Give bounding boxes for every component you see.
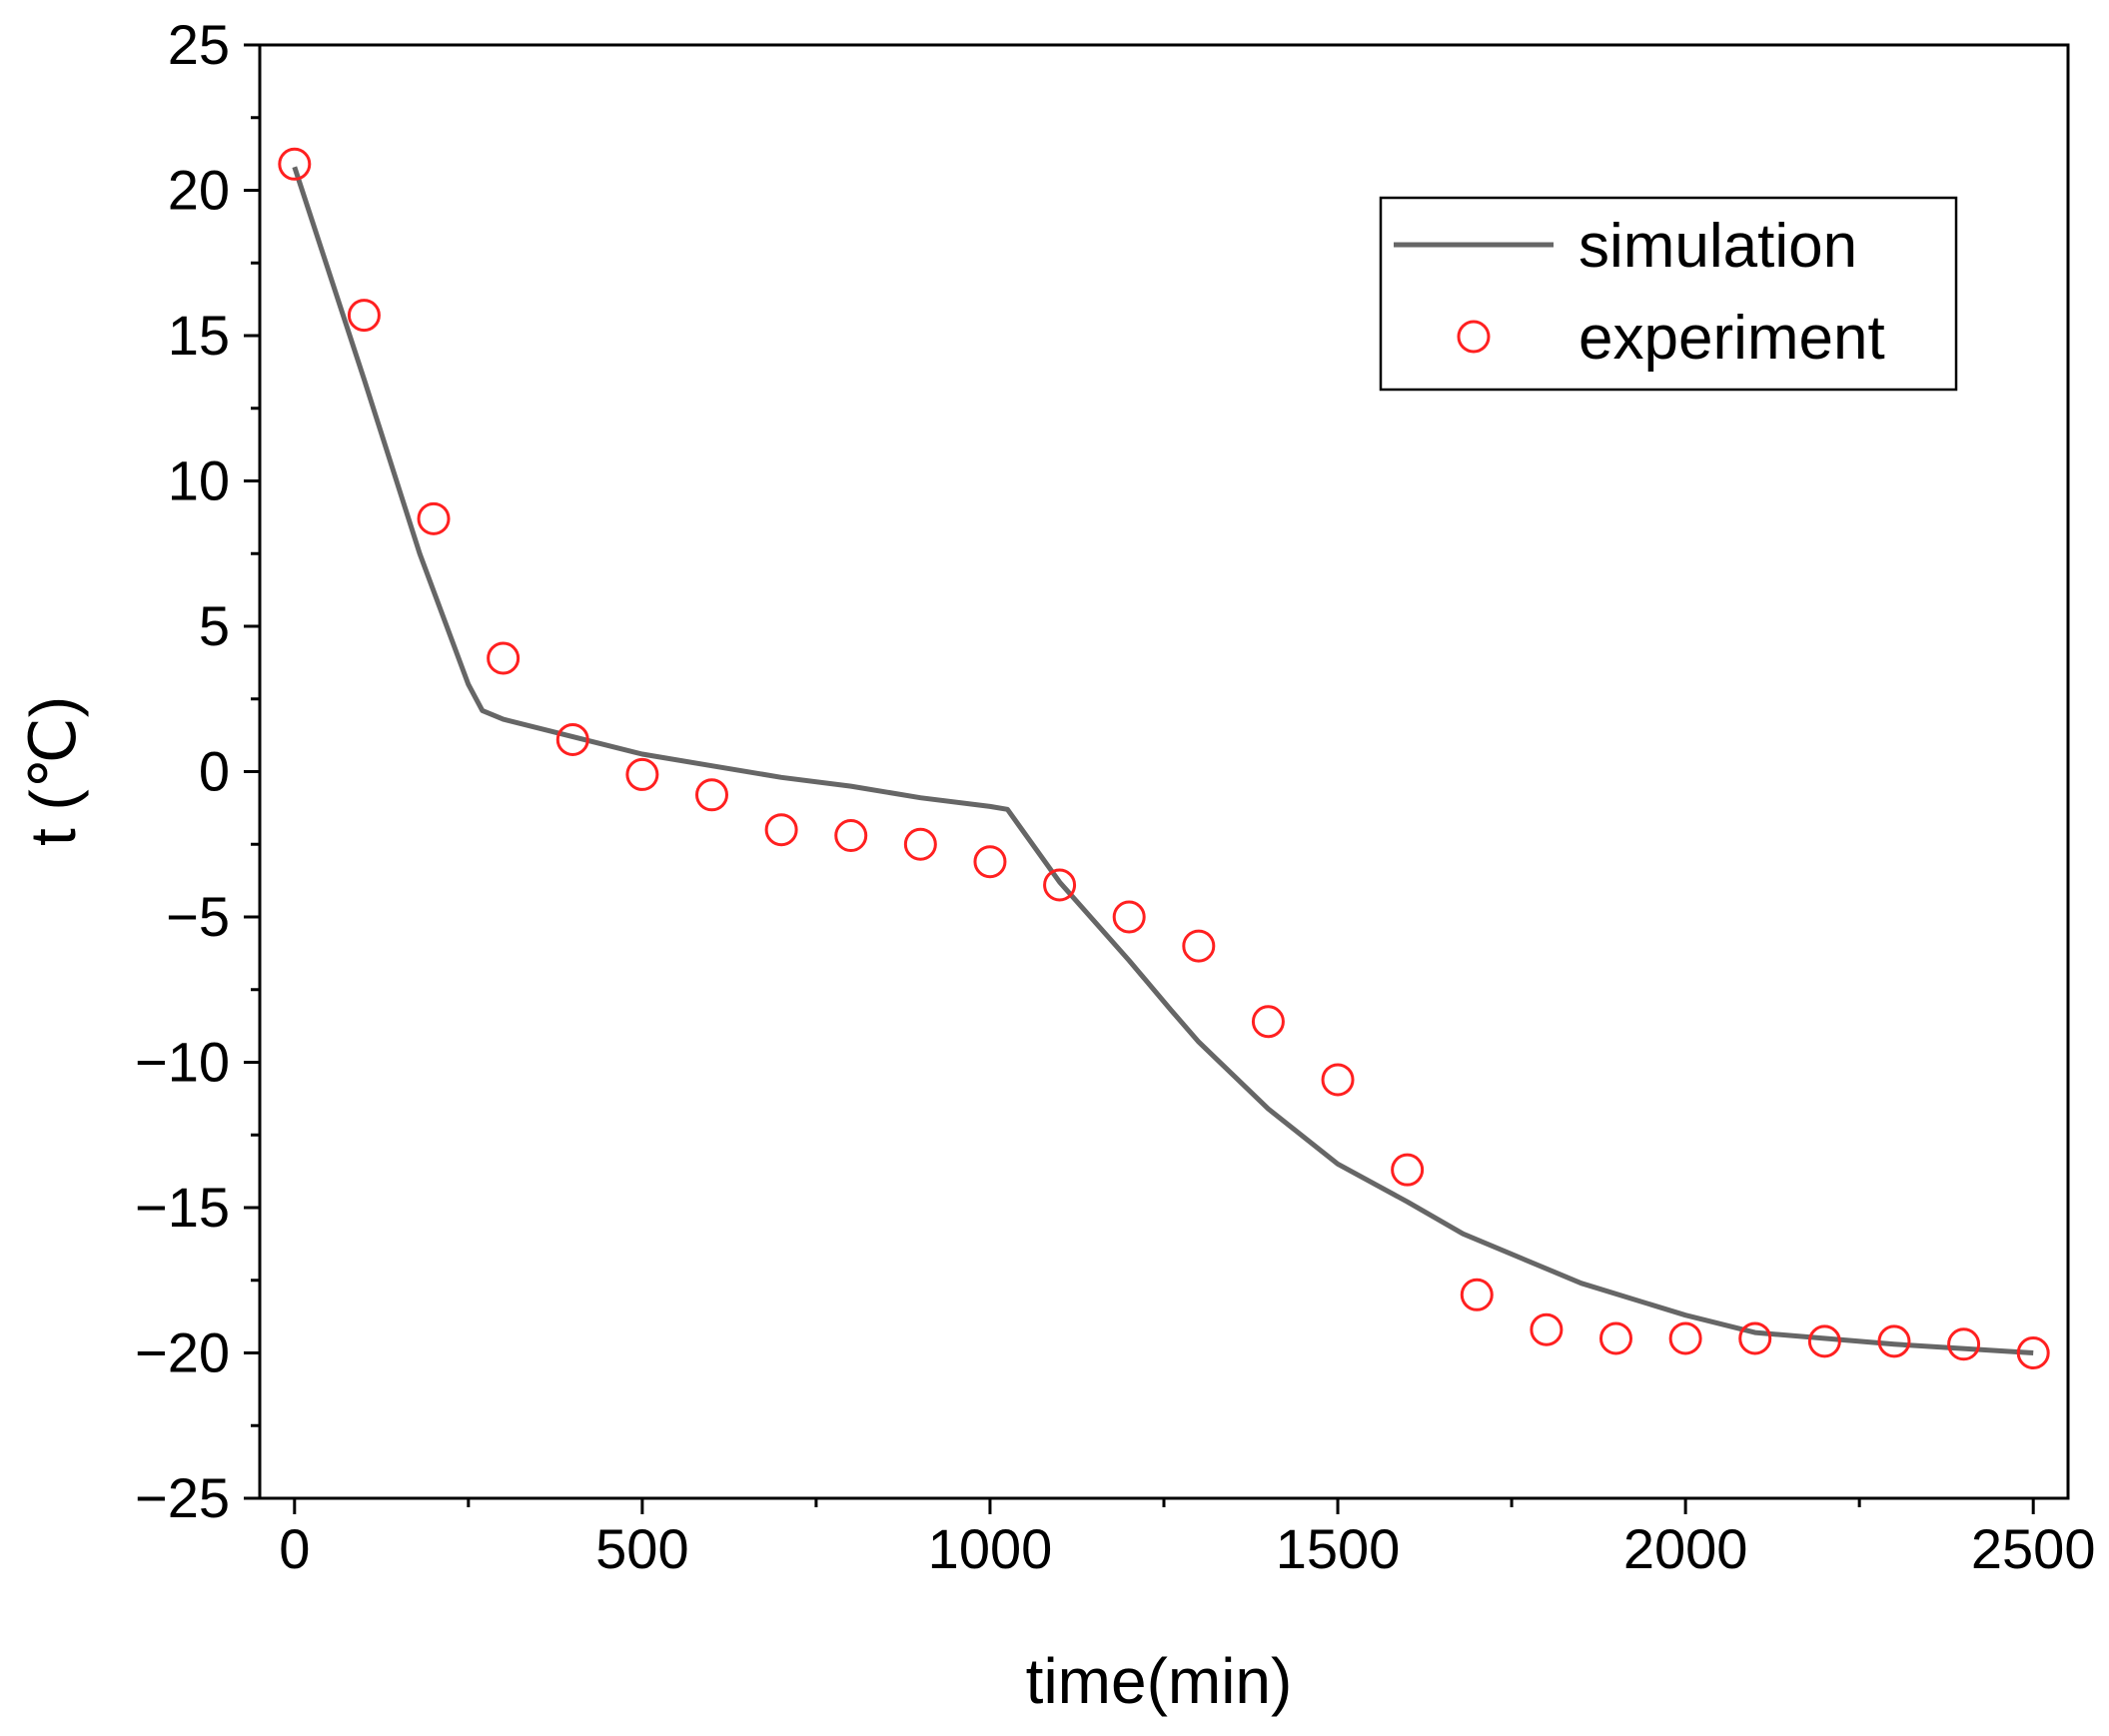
x-axis-ticks: 0 500 1000 1500 2000 2500 — [279, 1498, 2095, 1580]
y-tick-label: −15 — [135, 1176, 230, 1239]
data-point-experiment — [1182, 929, 1216, 963]
legend-label-experiment: experiment — [1579, 304, 1885, 373]
data-point-experiment — [1599, 1321, 1632, 1355]
data-point-experiment — [1738, 1321, 1772, 1355]
data-point-experiment — [973, 845, 1007, 879]
data-point-experiment — [1668, 1321, 1702, 1355]
data-point-experiment — [1112, 900, 1146, 934]
y-tick-label: −5 — [166, 885, 230, 948]
data-point-experiment — [347, 299, 381, 333]
legend-label-simulation: simulation — [1579, 212, 1857, 281]
data-point-experiment — [1391, 1153, 1425, 1187]
data-point-experiment — [278, 147, 312, 181]
series-line-simulation — [292, 166, 2034, 1355]
data-point-experiment — [1251, 1005, 1285, 1039]
data-point-experiment — [834, 819, 868, 853]
data-point-experiment — [1807, 1324, 1841, 1358]
data-point-experiment — [903, 827, 937, 861]
legend-marker-experiment — [1457, 320, 1491, 354]
data-point-experiment — [2016, 1336, 2050, 1369]
x-tick-label: 0 — [279, 1517, 310, 1580]
data-point-experiment — [555, 722, 589, 756]
data-point-experiment — [1530, 1312, 1564, 1346]
x-tick-label: 2500 — [1971, 1517, 2096, 1580]
legend: simulation experiment — [1379, 196, 1958, 392]
data-point-experiment — [625, 757, 659, 791]
y-tick-label: 15 — [168, 304, 230, 367]
y-tick-label: −25 — [135, 1466, 230, 1529]
data-point-experiment — [417, 501, 451, 535]
data-point-experiment — [487, 641, 521, 675]
y-tick-label: 20 — [168, 159, 230, 222]
data-point-experiment — [1877, 1324, 1911, 1358]
y-tick-label: 10 — [168, 449, 230, 512]
y-tick-label: 5 — [199, 594, 230, 657]
y-axis-title: t (℃) — [17, 696, 89, 846]
x-tick-label: 1500 — [1276, 1517, 1401, 1580]
data-point-experiment — [1321, 1063, 1355, 1097]
y-tick-label: −10 — [135, 1031, 230, 1094]
y-axis-ticks: −25 −20 −15 −10 −5 0 5 10 15 20 25 — [135, 13, 260, 1529]
x-axis-title: time(min) — [1026, 1645, 1293, 1717]
x-tick-label: 2000 — [1623, 1517, 1748, 1580]
x-tick-label: 1000 — [928, 1517, 1053, 1580]
data-point-experiment — [1460, 1278, 1494, 1311]
data-point-experiment — [695, 778, 728, 812]
y-tick-label: 0 — [199, 740, 230, 803]
series-layer — [278, 147, 2050, 1369]
data-point-experiment — [1947, 1327, 1981, 1361]
data-point-experiment — [764, 813, 798, 847]
x-tick-label: 500 — [595, 1517, 688, 1580]
y-tick-label: 25 — [168, 13, 230, 76]
data-point-experiment — [1043, 868, 1077, 902]
legend-box — [1379, 196, 1958, 392]
y-tick-label: −20 — [135, 1321, 230, 1384]
